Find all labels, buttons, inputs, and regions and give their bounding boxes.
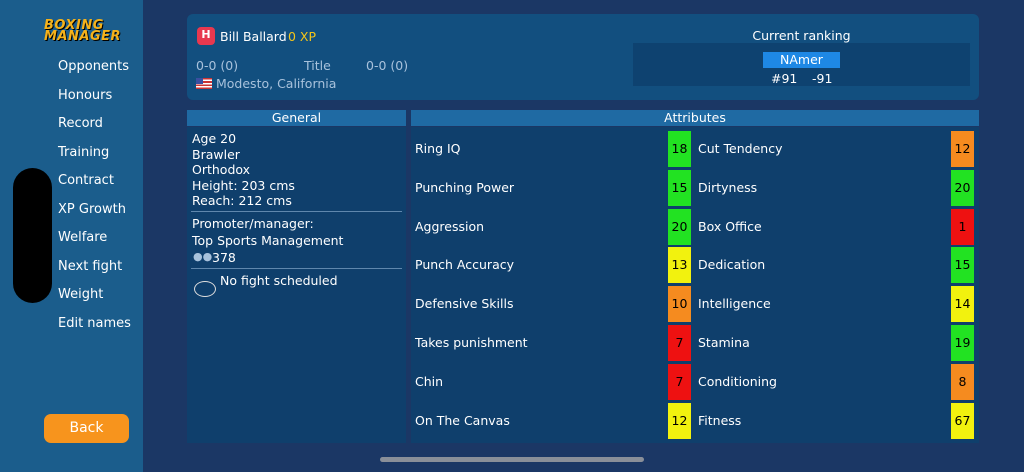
general-line: Orthodox bbox=[192, 162, 251, 177]
attribute-name: Dedication bbox=[698, 257, 766, 273]
promoter-label: Promoter/manager: bbox=[192, 216, 314, 231]
attribute-value: 7 bbox=[668, 325, 691, 361]
nav-item[interactable]: Welfare bbox=[58, 230, 108, 245]
separator bbox=[191, 211, 402, 212]
nav-item[interactable]: XP Growth bbox=[58, 201, 126, 217]
attribute-name: Stamina bbox=[698, 335, 750, 350]
home-indicator bbox=[380, 457, 644, 462]
attribute-name: Dirtyness bbox=[698, 179, 758, 195]
general-line: Reach: 212 cms bbox=[192, 193, 292, 208]
attribute-name: Box Office bbox=[698, 218, 762, 234]
attribute-value: 12 bbox=[668, 402, 691, 439]
attribute-value: 15 bbox=[668, 169, 691, 206]
attribute-name: Cut Tendency bbox=[698, 141, 783, 156]
attribute-name: Punch Accuracy bbox=[415, 257, 514, 273]
attribute-value: 1 bbox=[951, 208, 974, 245]
xp: 0 XP bbox=[288, 29, 317, 44]
attribute-value: 15 bbox=[951, 247, 974, 284]
nav-item[interactable]: Honours bbox=[58, 87, 113, 103]
rank: #91 bbox=[771, 71, 798, 86]
badge: H bbox=[197, 27, 215, 45]
attribute-name: Punching Power bbox=[415, 179, 515, 195]
attribute-name: Ring IQ bbox=[415, 141, 461, 156]
attribute-name: On The Canvas bbox=[415, 412, 510, 428]
attribute-value: 14 bbox=[951, 286, 974, 323]
flag bbox=[196, 78, 212, 89]
attribute-name: Chin bbox=[415, 373, 444, 389]
attribute-name: Conditioning bbox=[698, 373, 777, 389]
fans: 378 bbox=[212, 250, 236, 265]
nav-item[interactable]: Training bbox=[58, 144, 110, 160]
back-button[interactable]: Back bbox=[44, 414, 129, 443]
nav-item[interactable]: Contract bbox=[58, 173, 114, 188]
attribute-value: 12 bbox=[951, 131, 974, 167]
boxer-name: Bill Ballard bbox=[220, 29, 287, 44]
region: NAmer bbox=[763, 52, 840, 68]
attribute-name: Fitness bbox=[698, 412, 742, 428]
attribute-value: 10 bbox=[668, 286, 691, 323]
attribute-value: 19 bbox=[951, 325, 974, 361]
attributes-panel bbox=[411, 127, 979, 443]
attribute-value: 20 bbox=[668, 208, 691, 245]
attributes-header: Attributes bbox=[411, 110, 979, 126]
attribute-value: 67 bbox=[951, 402, 974, 439]
attribute-value: 20 bbox=[951, 169, 974, 206]
general-panel bbox=[187, 127, 406, 443]
general-line: Brawler bbox=[192, 146, 240, 162]
title-label: Title bbox=[304, 58, 331, 73]
record: 0-0 (0) bbox=[196, 58, 239, 73]
attribute-value: 8 bbox=[951, 363, 974, 400]
nav-item[interactable]: Next fight bbox=[58, 258, 123, 274]
promoter: Top Sports Management bbox=[192, 233, 344, 248]
separator bbox=[191, 268, 402, 269]
rank-change: -91 bbox=[812, 71, 833, 86]
attribute-name: Intelligence bbox=[698, 296, 771, 312]
nav-item[interactable]: Opponents bbox=[58, 59, 130, 74]
location: Modesto, California bbox=[216, 76, 337, 91]
attribute-name: Defensive Skills bbox=[415, 296, 514, 312]
ranking-title: Current ranking bbox=[752, 28, 851, 43]
attribute-value: 13 bbox=[668, 247, 691, 284]
next-fight: No fight scheduled bbox=[220, 273, 338, 288]
nav-item[interactable]: Weight bbox=[58, 287, 104, 302]
attribute-name: Takes punishment bbox=[415, 335, 528, 350]
logo: BOXING MANAGER bbox=[44, 18, 121, 44]
attribute-value: 18 bbox=[668, 131, 691, 167]
general-line: Age 20 bbox=[192, 131, 237, 146]
fans-icon: ●● bbox=[193, 250, 213, 263]
title-record: 0-0 (0) bbox=[366, 58, 409, 73]
general-line: Height: 203 cms bbox=[192, 177, 295, 193]
attribute-name: Aggression bbox=[415, 218, 485, 234]
camera-notch bbox=[13, 168, 52, 303]
gloves-icon bbox=[194, 281, 216, 297]
attribute-value: 7 bbox=[668, 363, 691, 400]
nav-item[interactable]: Record bbox=[58, 116, 103, 131]
nav-item[interactable]: Edit names bbox=[58, 315, 131, 331]
general-header: General bbox=[187, 110, 406, 126]
